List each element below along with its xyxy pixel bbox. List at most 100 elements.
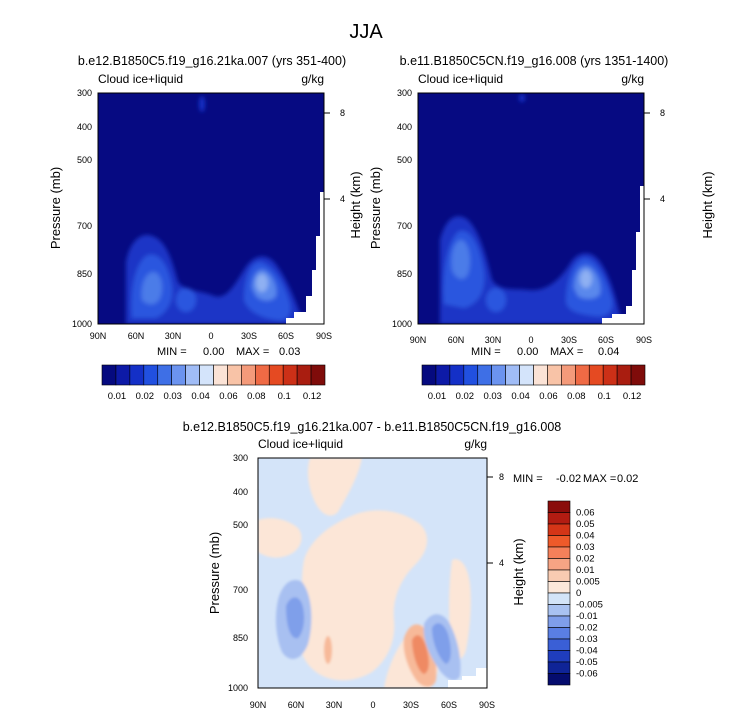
colorbar-label: 0.04: [191, 391, 210, 402]
height-tick-label: 8: [499, 472, 504, 482]
panel-difference-title: b.e12.B1850C5.f19_g16.21ka.007 - b.e11.B…: [183, 420, 562, 434]
cloud-patch-upper: [199, 96, 205, 112]
x-tick-label: 90N: [90, 331, 107, 341]
cloud-patch-30n: [486, 288, 506, 312]
y-tick-label: 1000: [72, 319, 92, 329]
panel-left-right-ticks: 8 4: [324, 108, 345, 204]
y-tick-label: 300: [233, 453, 248, 463]
panel-right-field: [418, 93, 644, 324]
max-label: MAX =: [550, 346, 583, 358]
cloud-core-60n: [141, 272, 162, 305]
colorbar-label: 0.08: [567, 391, 586, 402]
x-tick-label: 90N: [410, 335, 427, 345]
panel-difference-frame: [257, 457, 488, 689]
panel-difference-y-axis-label: Pressure (mb): [207, 532, 222, 614]
colorbar-label: 0.03: [576, 542, 595, 553]
colorbar-swatch: [547, 546, 571, 559]
colorbar-swatch: [115, 364, 131, 386]
max-value: 0.02: [617, 473, 638, 485]
colorbar-swatch: [547, 638, 571, 651]
positive-anomaly-broad: [298, 510, 428, 681]
panel-right-x-ticks: 90N 60N 30N 0 30S 60S 90S: [410, 335, 652, 345]
colorbar-label: 0.01: [108, 391, 127, 402]
min-label: MIN =: [157, 346, 187, 358]
colorbar-label: 0.12: [303, 391, 322, 402]
x-tick-label: 30N: [165, 331, 182, 341]
colorbar-swatch: [491, 364, 506, 386]
x-tick-label: 0: [208, 331, 213, 341]
y-tick-label: 400: [397, 122, 412, 132]
colorbar-label: 0.06: [576, 508, 595, 519]
y-tick-label: 700: [397, 221, 412, 231]
x-tick-label: 0: [370, 700, 375, 710]
height-tick-label: 8: [340, 108, 345, 118]
panel-right-frame: [417, 92, 645, 325]
colorbar-swatch: [547, 558, 571, 571]
colorbar-swatch: [241, 364, 256, 386]
height-tick-label: 4: [660, 194, 665, 204]
cloud-patch-30n: [176, 288, 196, 312]
min-label: MIN =: [513, 473, 543, 485]
colorbar-swatch: [547, 661, 571, 674]
x-tick-label: 0: [528, 335, 533, 345]
x-tick-label: 30N: [326, 700, 343, 710]
colorbar-label: 0.02: [456, 391, 475, 402]
colorbar-swatch: [547, 604, 571, 617]
negative-anomaly-60n-core: [286, 597, 305, 639]
cloud-peak-30s: [580, 270, 592, 288]
cloud-patch-upper: [519, 94, 525, 102]
colorbar-label: 0.02: [136, 391, 155, 402]
colorbar-swatch: [547, 569, 571, 582]
min-label: MIN =: [471, 346, 501, 358]
y-tick-label: 1000: [228, 683, 248, 693]
colorbar-swatch: [533, 364, 548, 386]
x-tick-label: 60N: [288, 700, 305, 710]
panel-left-title: b.e12.B1850C5.f19_g16.21ka.007 (yrs 351-…: [78, 54, 346, 68]
colorbar-swatch: [547, 627, 571, 640]
colorbar-swatch: [227, 364, 242, 386]
x-tick-label: 30N: [485, 335, 502, 345]
x-tick-label: 60S: [278, 331, 294, 341]
colorbar-label: 0.005: [576, 577, 600, 588]
colorbar-swatch: [129, 364, 145, 386]
colorbar-swatch: [505, 364, 520, 386]
panel-right-units: g/kg: [621, 72, 644, 86]
colorbar-label: 0.04: [576, 531, 595, 542]
panel-difference-x-ticks: 90N 60N 30N 0 30S 60S 90S: [250, 700, 495, 710]
missing-data-topography: [448, 668, 487, 688]
colorbar-swatch: [296, 364, 312, 386]
colorbar-swatch: [213, 364, 228, 386]
colorbar-label: 0.04: [511, 391, 530, 402]
panel-left-variable-label: Cloud ice+liquid: [98, 72, 183, 86]
colorbar-label: 0.05: [576, 519, 595, 530]
max-label: MAX =: [583, 473, 616, 485]
colorbar-swatch: [143, 364, 159, 386]
max-value: 0.04: [598, 346, 619, 358]
y-tick-label: 300: [77, 88, 92, 98]
cloud-peak-30s: [256, 274, 268, 292]
min-value: -0.02: [556, 473, 581, 485]
panel-left: b.e12.B1850C5.f19_g16.21ka.007 (yrs 351-…: [48, 54, 363, 358]
max-label: MAX =: [236, 346, 269, 358]
colorbar-left: 0.01 0.02 0.03 0.04 0.06 0.08 0.1 0.12: [101, 364, 326, 402]
min-value: 0.00: [203, 346, 224, 358]
colorbar-swatch: [547, 673, 571, 686]
panel-right-variable-label: Cloud ice+liquid: [418, 72, 503, 86]
positive-anomaly-15n: [324, 636, 332, 664]
y-tick-label: 1000: [392, 319, 412, 329]
colorbar-label: 0.1: [598, 391, 611, 402]
max-value: 0.03: [279, 346, 300, 358]
colorbar-swatch: [255, 364, 270, 386]
colorbar-label: -0.04: [576, 646, 598, 657]
positive-anomaly-upper: [307, 458, 362, 516]
x-tick-label: 60S: [441, 700, 457, 710]
colorbar-difference: 0.060.050.040.030.020.010.0050-0.005-0.0…: [547, 500, 603, 686]
colorbar-label: 0.08: [247, 391, 266, 402]
colorbar-swatch: [101, 364, 117, 386]
colorbar-label: 0.06: [539, 391, 558, 402]
colorbar-label: -0.03: [576, 634, 598, 645]
panel-difference-stats: MIN = -0.02 MAX = 0.02: [513, 473, 638, 485]
positive-anomaly-east: [449, 559, 471, 659]
x-tick-label: 60N: [128, 331, 145, 341]
y-tick-label: 500: [77, 155, 92, 165]
